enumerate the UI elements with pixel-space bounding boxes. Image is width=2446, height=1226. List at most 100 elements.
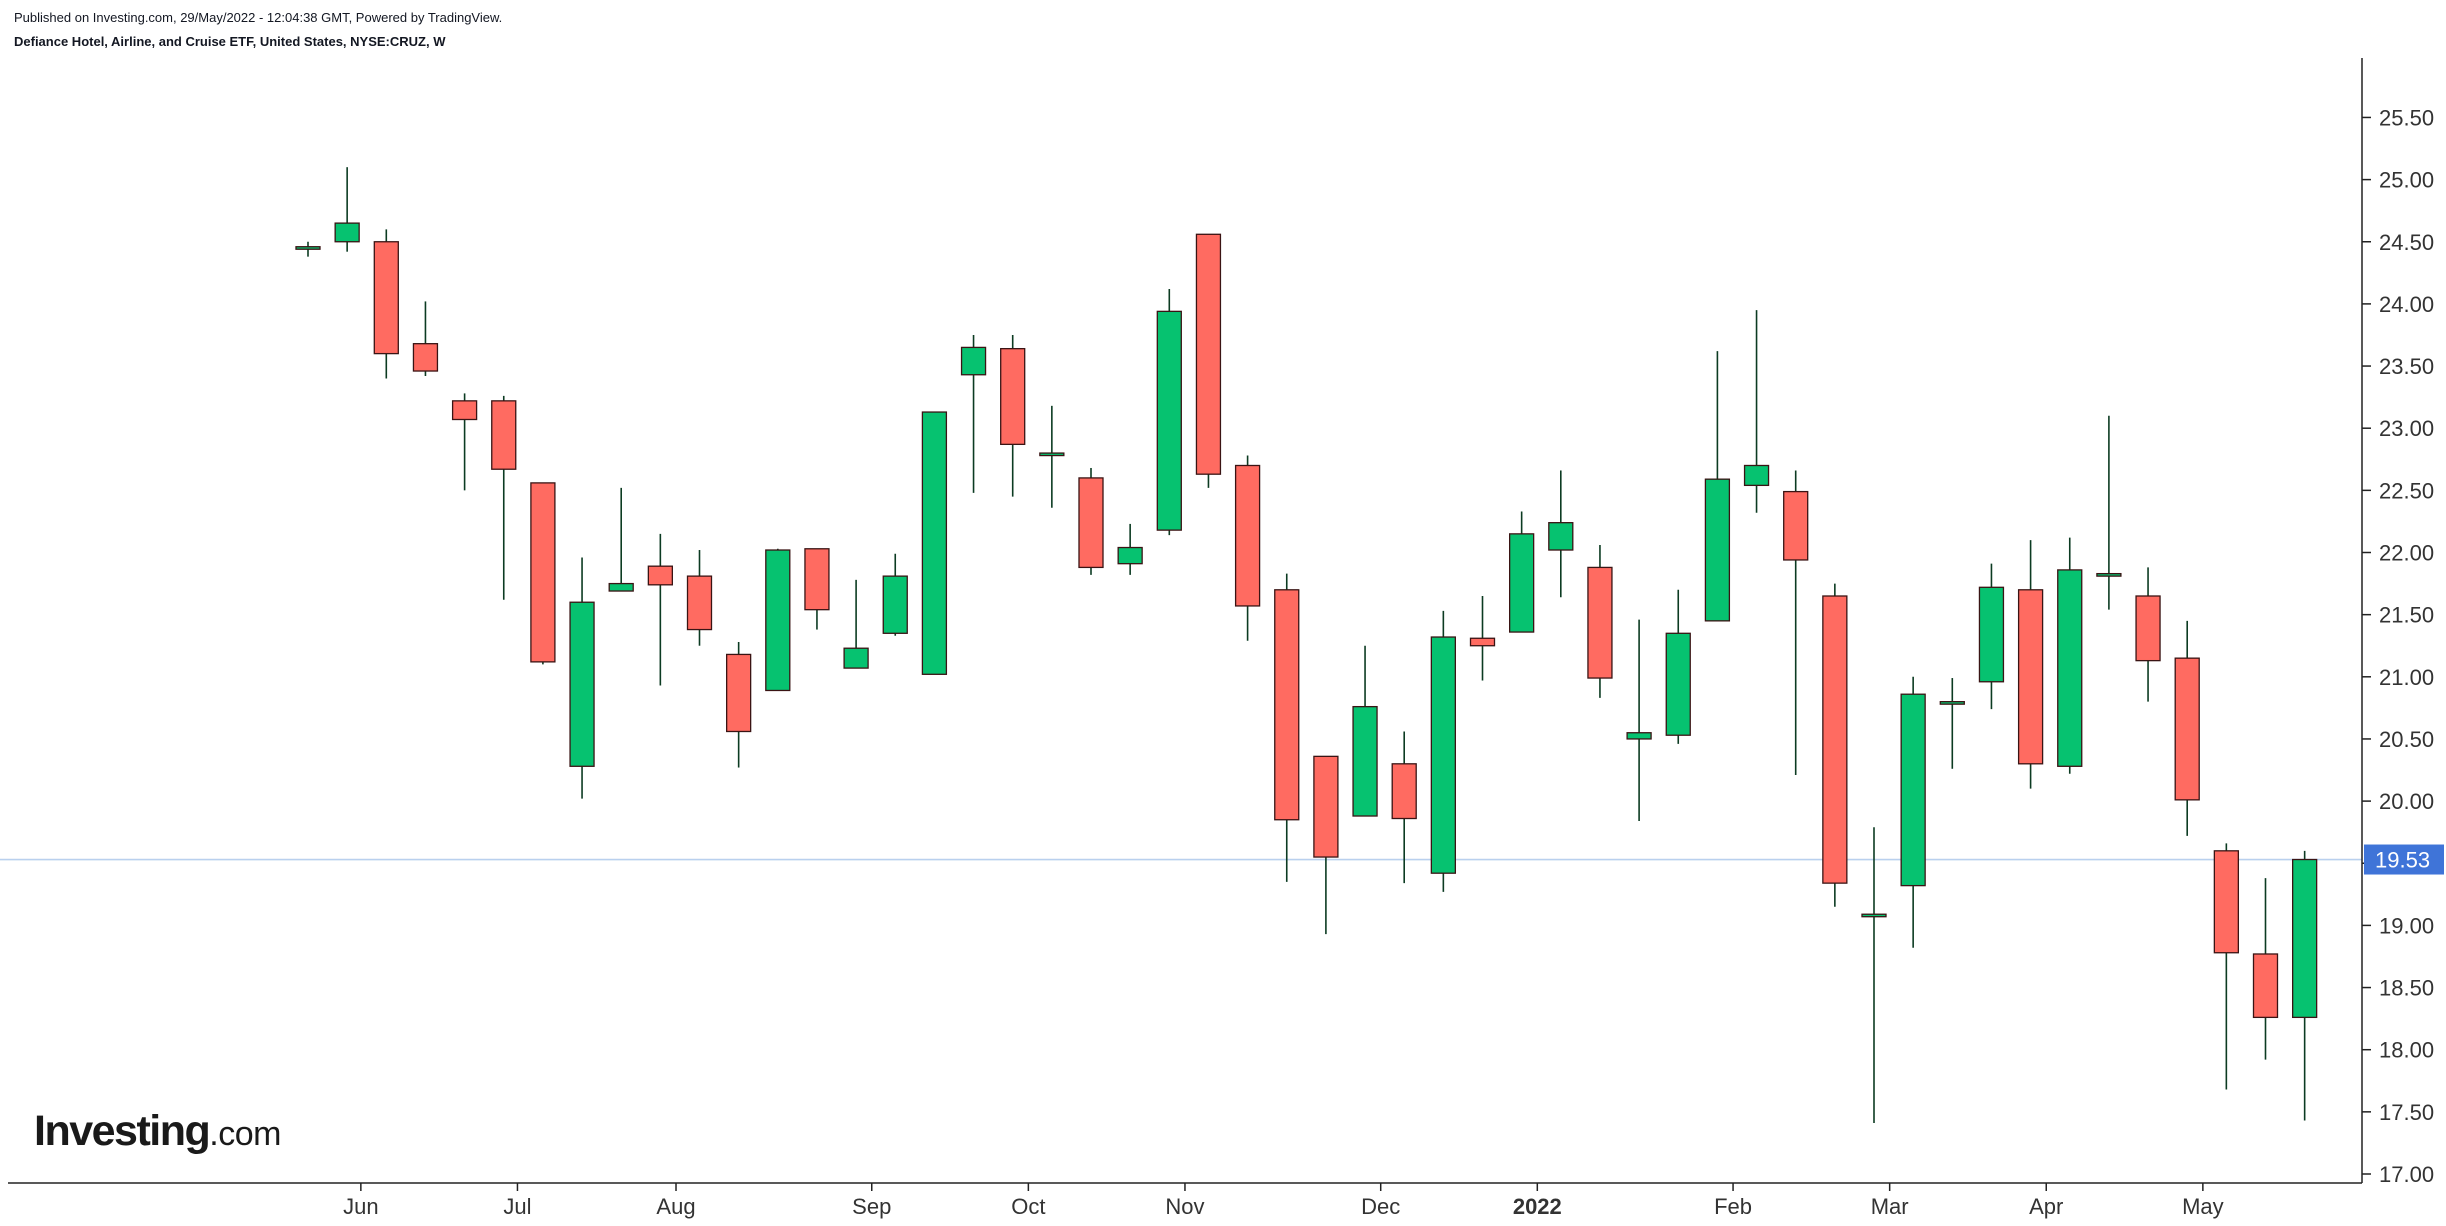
candle-body [1704,478,1731,622]
time-tick-label: Mar [1871,1194,1909,1219]
price-tick-label: 17.50 [2379,1100,2434,1125]
candle-body [1234,464,1261,607]
price-axis[interactable]: 17.00 17.50 18.00 18.50 19.00 20.00 20.50 21.00… [2361,58,2444,1187]
candle [1352,645,1378,817]
candle-body [373,241,399,355]
candle-body [1548,522,1574,551]
price-tick-label: 21.00 [2379,665,2434,690]
candle [1156,288,1182,536]
candle-body [295,246,321,250]
candle [1939,678,1965,769]
candle [765,548,791,692]
candle [921,411,948,675]
candle-body [1861,913,1887,918]
candle-body [2213,850,2240,954]
candle-body [2252,953,2279,1019]
candle [2174,620,2200,836]
candle-body [2017,589,2044,765]
current-price-label: 19.53 [2375,848,2430,873]
candle [960,334,987,493]
candle [569,557,595,799]
candle-body [2291,858,2318,1019]
price-tick-label: 25.00 [2379,168,2434,193]
candle-body [921,411,948,675]
candle-body [1352,705,1378,817]
price-tick-label: 22.00 [2379,541,2434,566]
candle-body [1117,546,1143,565]
candle [1391,731,1417,884]
candle [1469,596,1496,681]
candle-body [960,346,987,376]
price-tick-label: 20.00 [2379,789,2434,814]
candle [804,548,830,630]
candle-body [1156,310,1182,531]
time-tick-label: Oct [1011,1194,1045,1219]
time-tick-label: Nov [1165,1194,1204,1219]
candle [1195,233,1222,488]
candle [2252,878,2279,1060]
candle-body [1469,637,1496,647]
candle-body [726,653,752,733]
price-tick-label: 22.50 [2379,478,2434,503]
candle [334,167,360,252]
candle [882,553,908,636]
candle-body [608,582,634,592]
time-tick-label: May [2182,1194,2224,1219]
candle [1000,334,1026,497]
price-tick-label: 25.50 [2379,105,2434,130]
price-tick-label: 19.00 [2379,913,2434,938]
time-axis[interactable]: Jun Jul Aug Sep Oct Nov Dec 2022 Feb Mar Apr May [8,1182,2362,1219]
candle-body [1822,595,1848,884]
candle [1548,470,1574,598]
current-price-badge [2364,844,2444,875]
candle-body [412,343,439,372]
candle [1274,573,1300,882]
investing-logo: Investing .com [34,1107,281,1156]
candle [2096,415,2122,610]
candle-body [1195,233,1222,475]
candle-body [882,575,908,634]
candle-body [451,400,478,421]
candle-body [1274,589,1300,821]
candle-body [2057,569,2083,767]
candle [1822,583,1848,907]
price-tick-label: 23.00 [2379,416,2434,441]
candle [1743,310,1770,513]
candle-body [765,549,791,692]
candle [2135,567,2161,702]
time-tick-label: 2022 [1513,1194,1562,1219]
candle-body [686,575,713,631]
price-tick-label: 24.50 [2379,230,2434,255]
published-caption: Published on Investing.com, 29/May/2022 … [14,10,503,25]
candle [412,301,439,376]
candle-body [2135,595,2161,662]
candle-body [1509,533,1535,633]
time-tick-label: Sep [852,1194,891,1219]
candle [295,241,321,257]
candle [451,393,478,491]
candle-body [1000,347,1026,446]
time-tick-label: Jul [503,1194,531,1219]
candle [1665,589,1691,744]
candle [491,395,517,600]
candle [647,533,673,686]
candle-body [2096,572,2122,577]
time-tick-label: Aug [656,1194,695,1219]
candle-body [491,400,517,470]
price-tick-label: 21.50 [2379,603,2434,628]
time-tick-label: Apr [2029,1194,2063,1219]
candle-body [1626,732,1652,740]
candle [1039,405,1065,508]
candle-body [1039,452,1065,457]
candle [726,641,752,768]
candle-body [1783,490,1809,561]
candle-body [530,482,556,663]
chart-header: Published on Investing.com, 29/May/2022 … [14,9,502,51]
candle [1234,455,1261,641]
candle-body [1900,693,1926,887]
candle [1900,676,1926,948]
candle [1626,619,1652,821]
time-tick-label: Feb [1714,1194,1752,1219]
candle-body [1939,701,1965,705]
